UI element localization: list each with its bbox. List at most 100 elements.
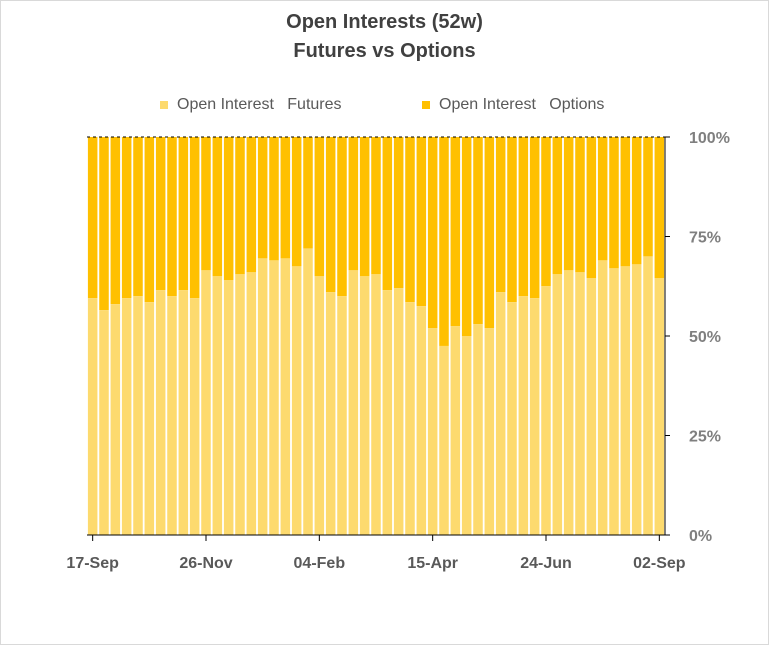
bar-options [631,137,642,265]
x-tick-label: 15-Apr [407,555,458,572]
bar-futures [439,345,449,535]
bar-options [620,137,631,267]
y-tick-label: 100% [689,130,730,147]
bar-options [371,137,381,275]
bar-futures [291,266,302,535]
bar-options [393,137,404,289]
bar-options [291,137,302,267]
bar-futures [167,296,177,535]
bar-options [144,137,155,303]
bar-options [597,137,608,261]
bar-options [450,137,461,327]
bar-futures [212,276,223,535]
legend-label-futures: Open Interest Futures [177,96,342,113]
bar-options [167,137,177,297]
bar-options [609,137,619,269]
bar-futures [529,298,540,535]
bar-options [552,137,563,275]
bar-options [359,137,370,277]
chart-legend: Open Interest Futures Open Interest Opti… [0,95,769,115]
legend-item-futures: Open Interest Futures [160,95,342,115]
bar-options [235,137,245,275]
bar-futures [325,292,336,535]
bar-options [575,137,585,273]
bar-futures [280,258,291,535]
bar-options [246,137,257,273]
bar-options [586,137,597,279]
bar-futures [314,276,325,535]
bar-futures [450,326,461,535]
bar-options [269,137,279,261]
bar-futures [416,306,427,535]
bar-futures [495,292,506,535]
bar-futures [121,298,132,535]
bar-options [325,137,336,293]
bar-futures [597,260,608,535]
x-tick-label: 02-Sep [633,555,686,572]
bar-options [427,137,438,329]
bar-futures [144,302,155,535]
bar-futures [359,276,370,535]
bar-futures [586,278,597,535]
chart-title: Open Interests (52w) Futures vs Options [0,8,769,66]
legend-item-options: Open Interest Options [422,95,604,115]
bar-options [189,137,200,299]
y-tick-label: 25% [689,429,721,446]
bar-options [155,137,166,291]
bar-futures [348,270,359,535]
bar-options [201,137,211,271]
bar-options [563,137,574,271]
bar-options [416,137,427,307]
bar-options [257,137,268,259]
bar-futures [620,266,631,535]
bar-options [223,137,234,281]
bar-futures [473,324,483,535]
bar-futures [427,328,438,535]
y-tick-label: 0% [689,528,712,545]
bar-futures [246,272,257,535]
bar-options [280,137,291,259]
bar-futures [223,280,234,535]
bar-futures [337,296,347,535]
bar-options [473,137,483,325]
y-tick-label: 50% [689,329,721,346]
legend-label-options: Open Interest Options [439,96,605,113]
bar-futures [257,258,268,535]
bar-options [314,137,325,277]
bar-futures [382,290,393,535]
bar-futures [235,274,245,535]
bar-options [348,137,359,271]
bar-futures [541,286,551,535]
bar-futures [393,288,404,535]
bar-options [518,137,529,297]
bar-options [484,137,495,329]
bar-futures [155,290,166,535]
bar-options [178,137,189,291]
bar-options [495,137,506,293]
bar-options [382,137,393,291]
bar-options [439,137,449,346]
bar-options [529,137,540,299]
bar-options [99,137,109,311]
bar-options [337,137,347,297]
bar-futures [552,274,563,535]
bar-options [121,137,132,299]
bar-futures [269,260,279,535]
bar-futures [631,264,642,535]
legend-swatch-options [422,101,430,109]
bar-options [303,137,313,249]
bar-futures [484,328,495,535]
bar-options [110,137,121,305]
chart-title-line1: Open Interests (52w) [286,11,483,33]
bar-options [654,137,665,279]
bar-futures [133,296,143,535]
bar-options [212,137,223,277]
bar-futures [371,274,381,535]
bar-futures [99,310,109,535]
x-tick-label: 04-Feb [294,555,346,572]
bar-futures [189,298,200,535]
bar-futures [518,296,529,535]
bar-futures [563,270,574,535]
x-tick-label: 24-Jun [520,555,572,572]
